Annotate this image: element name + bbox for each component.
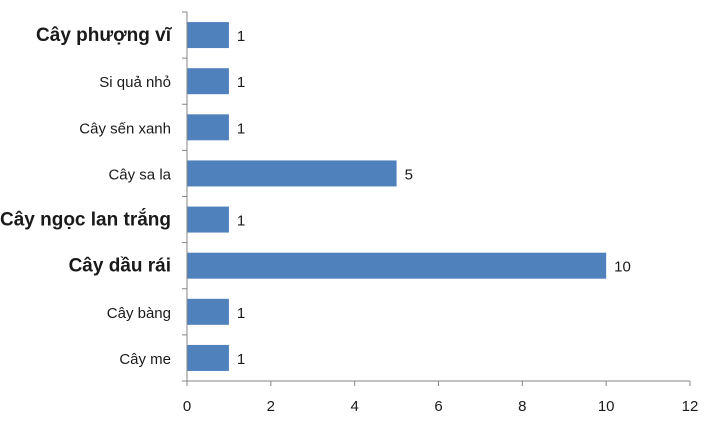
- bar: [187, 206, 229, 233]
- data-label: 1: [237, 74, 245, 91]
- bar: [187, 160, 397, 187]
- x-tick-label: 0: [183, 398, 191, 415]
- x-tick-label: 6: [434, 398, 442, 415]
- category-label: Cây dầu rái: [69, 256, 171, 277]
- data-label: 1: [237, 28, 245, 45]
- x-tick-label: 12: [682, 398, 699, 415]
- bar: [187, 114, 229, 141]
- category-label: Cây phượng vĩ: [36, 25, 173, 46]
- x-tick-label: 10: [598, 398, 615, 415]
- data-label: 10: [614, 259, 631, 276]
- category-label: Cây me: [119, 351, 171, 368]
- bar: [187, 68, 229, 95]
- data-label: 1: [237, 120, 245, 137]
- category-label: Cây ngọc lan trắng: [0, 209, 171, 231]
- bar: [187, 298, 229, 325]
- bar: [187, 344, 229, 371]
- x-tick-label: 4: [350, 398, 358, 415]
- category-label: Cây sến xanh: [79, 120, 171, 137]
- data-label: 5: [405, 166, 413, 183]
- x-tick-label: 8: [518, 398, 526, 415]
- category-label: Cây sa la: [108, 166, 171, 183]
- bar: [187, 252, 607, 279]
- category-label: Cây bàng: [107, 305, 171, 322]
- x-tick-label: 2: [267, 398, 275, 415]
- category-label: Si quả nhỏ: [99, 74, 171, 91]
- data-label: 1: [237, 213, 245, 230]
- data-label: 1: [237, 305, 245, 322]
- data-label: 1: [237, 351, 245, 368]
- bar: [187, 22, 229, 49]
